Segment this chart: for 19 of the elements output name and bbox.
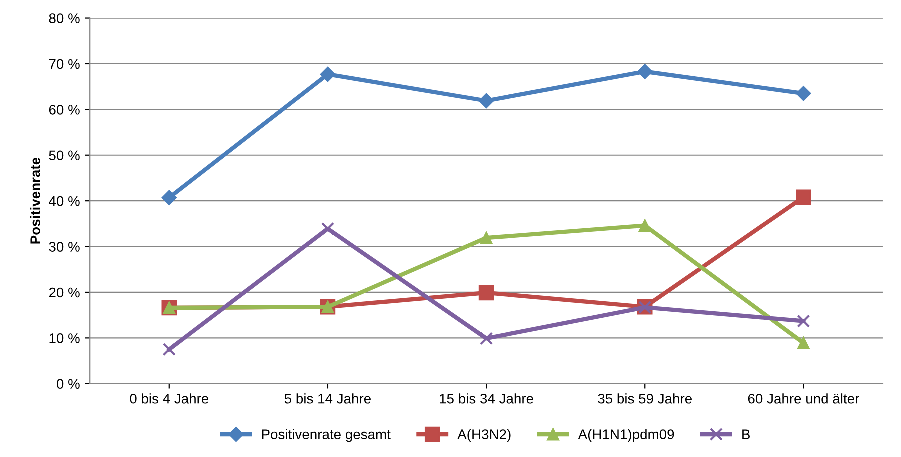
- y-tick-label: 40 %: [49, 196, 80, 206]
- x-tick-label: 5 bis 14 Jahre: [284, 394, 371, 404]
- y-tick-label: 70 %: [49, 59, 80, 70]
- legend-label: Positivenrate gesamt: [262, 429, 391, 442]
- x-tick-label: 60 Jahre und älter: [748, 394, 860, 404]
- legend-label: A(H3N2): [458, 429, 511, 442]
- y-axis-title: Positivenrate: [30, 158, 40, 244]
- y-tick-label: 80 %: [49, 14, 80, 24]
- legend-label: A(H1N1)pdm09: [578, 429, 674, 442]
- y-tick-label: 0 %: [56, 379, 80, 390]
- x-tick-label: 15 bis 34 Jahre: [440, 394, 534, 404]
- x-tick-label: 0 bis 4 Jahre: [130, 394, 209, 404]
- y-tick-label: 20 %: [49, 288, 80, 298]
- x-tick-label: 35 bis 59 Jahre: [598, 394, 692, 404]
- y-tick-label: 60 %: [49, 105, 80, 115]
- y-tick-label: 50 %: [49, 150, 80, 161]
- legend-label: B: [742, 430, 750, 440]
- y-tick-label: 10 %: [50, 334, 80, 344]
- y-tick-label: 30 %: [49, 242, 80, 252]
